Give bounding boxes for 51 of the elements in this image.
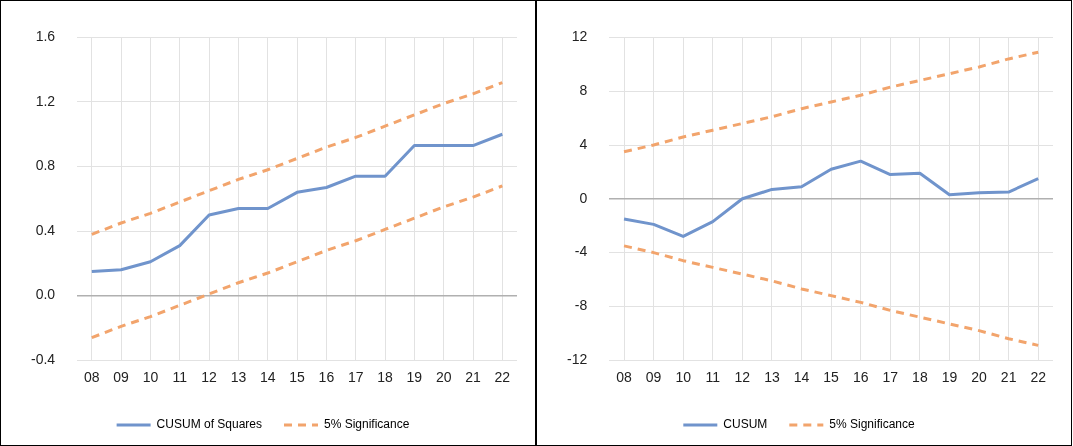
y-tick-label: 12 [571,28,588,45]
x-tick-label: 12 [734,369,751,386]
x-tick-label: 09 [113,369,130,386]
x-tick-label: 10 [675,369,692,386]
x-tick-label: 15 [289,369,306,386]
legend-label: 5% Significance [323,417,410,432]
x-tick-label: 14 [259,369,276,386]
x-tick-label: 17 [882,369,899,386]
line-series [622,50,1040,154]
x-tick-label: 19 [406,369,423,386]
line-series [90,81,504,236]
legend-label: CUSUM of Squares [156,417,262,432]
y-tick-label: 0.4 [35,221,56,238]
x-tick-label: 21 [465,369,482,386]
x-tick-label: 20 [971,369,988,386]
x-tick-label: 15 [823,369,840,386]
x-tick-label: 10 [142,369,159,386]
x-tick-label: 11 [705,369,721,386]
line-series [622,244,1040,347]
x-tick-label: 18 [377,369,394,386]
x-tick-label: 12 [201,369,218,386]
x-tick-label: 11 [172,369,188,386]
legend-label: 5% Significance [829,417,916,432]
y-tick-label: 1.6 [35,28,56,45]
y-tick-label: 1.2 [35,92,56,109]
y-tick-label: 0 [579,189,588,206]
x-tick-label: 16 [852,369,869,386]
x-tick-label: 09 [645,369,662,386]
y-tick-label: -12 [567,351,588,368]
x-tick-label: 22 [1030,369,1047,386]
x-tick-label: 22 [494,369,511,386]
y-tick-label: 0.8 [35,157,56,174]
y-tick-label: 8 [579,82,588,99]
x-tick-label: 14 [793,369,810,386]
x-tick-label: 17 [347,369,364,386]
x-tick-label: 13 [230,369,247,386]
y-tick-label: -0.4 [31,351,56,368]
x-tick-label: 20 [435,369,452,386]
line-series [90,184,504,340]
y-tick-label: 0.0 [35,286,56,303]
x-tick-label: 21 [1000,369,1017,386]
y-tick-label: -4 [574,243,588,260]
x-tick-label: 19 [941,369,958,386]
x-tick-label: 18 [912,369,928,386]
x-tick-label: 08 [84,369,100,386]
x-tick-label: 08 [616,369,633,386]
x-tick-label: 16 [318,369,335,386]
x-tick-label: 13 [764,369,780,386]
y-tick-label: 4 [579,135,588,152]
y-tick-label: -8 [574,297,588,314]
legend-label: CUSUM [723,417,768,432]
